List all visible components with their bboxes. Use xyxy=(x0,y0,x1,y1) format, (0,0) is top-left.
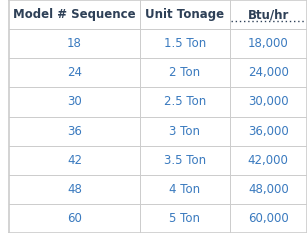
Text: 1.5 Ton: 1.5 Ton xyxy=(164,37,206,50)
Text: 48: 48 xyxy=(67,183,82,196)
Text: 60: 60 xyxy=(67,212,82,225)
Text: Unit Tonage: Unit Tonage xyxy=(145,8,224,21)
Text: 2.5 Ton: 2.5 Ton xyxy=(164,96,206,108)
Text: 3 Ton: 3 Ton xyxy=(169,125,200,137)
Text: 42: 42 xyxy=(67,154,82,167)
Text: 4 Ton: 4 Ton xyxy=(169,183,200,196)
Text: 24,000: 24,000 xyxy=(248,66,289,79)
Text: 60,000: 60,000 xyxy=(248,212,289,225)
Text: 5 Ton: 5 Ton xyxy=(169,212,200,225)
Text: 48,000: 48,000 xyxy=(248,183,289,196)
Text: 36: 36 xyxy=(67,125,82,137)
Text: 36,000: 36,000 xyxy=(248,125,289,137)
Text: 30,000: 30,000 xyxy=(248,96,289,108)
Text: 42,000: 42,000 xyxy=(248,154,289,167)
Text: 18,000: 18,000 xyxy=(248,37,289,50)
Text: Btu/hr: Btu/hr xyxy=(247,8,289,21)
Text: 24: 24 xyxy=(67,66,82,79)
Text: Model # Sequence: Model # Sequence xyxy=(13,8,136,21)
Text: 2 Ton: 2 Ton xyxy=(169,66,200,79)
Text: 18: 18 xyxy=(67,37,82,50)
Text: 30: 30 xyxy=(67,96,82,108)
Text: 3.5 Ton: 3.5 Ton xyxy=(164,154,206,167)
